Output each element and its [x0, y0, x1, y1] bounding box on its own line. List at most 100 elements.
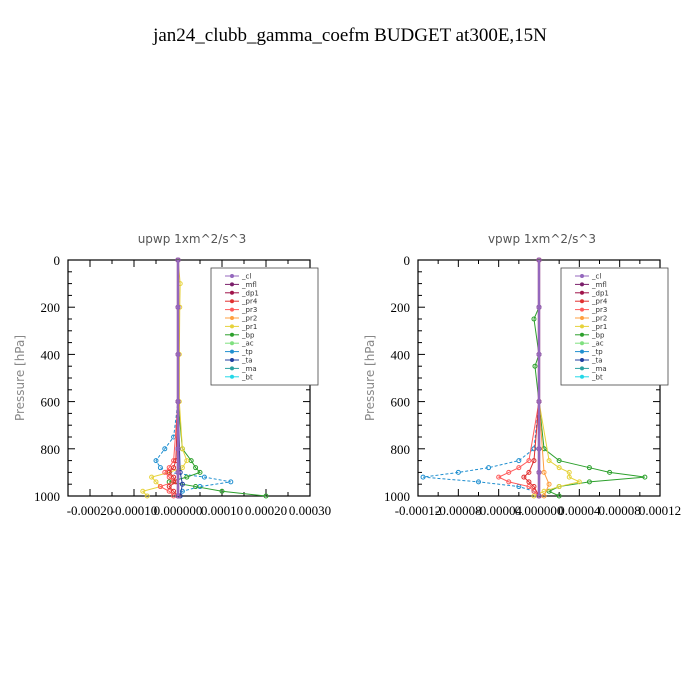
- series-marker: [556, 493, 562, 499]
- series-marker: [219, 488, 225, 494]
- series-marker: [149, 474, 155, 480]
- series-marker: [193, 465, 199, 471]
- series-marker: [496, 474, 502, 480]
- y-tick-label: 1000: [34, 489, 60, 504]
- legend-swatch-marker: [230, 316, 234, 320]
- series-marker: [175, 351, 181, 357]
- series-marker: [607, 469, 613, 475]
- legend-swatch-marker: [230, 274, 234, 278]
- legend-swatch-marker: [580, 374, 584, 379]
- legend-swatch-marker: [580, 366, 584, 371]
- legend-entry-label: _ma: [241, 365, 257, 373]
- x-tick-label: 0.000000: [515, 503, 564, 518]
- series-marker: [532, 363, 538, 369]
- panel-title-upwp: upwp 1xm^2/s^3: [138, 232, 247, 246]
- series-line: [141, 259, 188, 497]
- legend-swatch-marker: [230, 366, 234, 371]
- legend-entry-label: _dp1: [591, 289, 609, 297]
- series-marker: [153, 479, 159, 485]
- series-marker: [526, 469, 532, 475]
- series-marker: [586, 479, 592, 485]
- series-marker: [536, 304, 542, 310]
- series-line: [533, 260, 645, 497]
- legend-entry-label: _mfl: [591, 281, 607, 289]
- x-tick-label: -0.00010: [111, 503, 158, 518]
- y-tick-label: 600: [391, 395, 411, 410]
- series-marker: [536, 257, 542, 263]
- legend-swatch-marker: [580, 358, 584, 362]
- series-marker: [175, 399, 181, 405]
- y-tick-label: 200: [41, 300, 61, 315]
- series-marker: [455, 469, 461, 475]
- series-marker: [175, 304, 181, 310]
- legend-swatch-marker: [230, 282, 234, 287]
- series-marker: [184, 474, 190, 480]
- series-marker: [140, 488, 146, 494]
- x-tick-label: -0.00020: [67, 503, 114, 518]
- legend-swatch-marker: [580, 316, 584, 320]
- panel-title-vpwp: vpwp 1xm^2/s^3: [488, 232, 596, 246]
- series-marker: [157, 484, 163, 490]
- series-marker: [536, 399, 542, 405]
- series-marker: [162, 446, 168, 452]
- y-tick-label: 800: [41, 442, 61, 457]
- series-marker: [531, 446, 537, 452]
- series-marker: [171, 465, 177, 471]
- legend-entry-label: _bt: [241, 373, 253, 381]
- legend-entry-label: _ta: [241, 357, 253, 365]
- x-tick-label: 0.00008: [599, 503, 641, 518]
- series-marker: [541, 493, 547, 499]
- legend-swatch-marker: [230, 324, 234, 329]
- series-marker: [516, 465, 522, 471]
- legend-swatch-marker: [230, 299, 234, 304]
- legend-entry-label: _pr1: [241, 323, 257, 331]
- series-marker: [171, 488, 177, 494]
- series-marker: [556, 465, 562, 471]
- x-tick-label: -0.00012: [395, 503, 442, 518]
- series-line: [159, 260, 179, 497]
- legend-entry-label: _mfl: [241, 281, 257, 289]
- y-tick-label: 800: [391, 442, 411, 457]
- legend-swatch-marker: [580, 349, 584, 354]
- y-axis-label-upwp: Pressure [hPa]: [13, 335, 27, 421]
- series-marker: [476, 479, 481, 485]
- legend-swatch-marker: [580, 341, 584, 346]
- series-marker: [175, 493, 181, 499]
- series-marker: [541, 469, 547, 475]
- legend-entry-label: _tp: [241, 348, 253, 356]
- series-marker: [166, 469, 172, 475]
- legend-entry-label: _ac: [591, 340, 604, 348]
- series-marker: [179, 488, 185, 494]
- y-tick-label: 200: [391, 300, 411, 315]
- legend-entry-label: _pr3: [591, 306, 607, 314]
- legend-entry-label: _bp: [591, 331, 605, 339]
- vpwp-panel: vpwp 1xm^2/s^3 Pressure [hPa] 0 200 400 600…: [363, 232, 681, 518]
- legend-entry-label: _pr4: [591, 298, 608, 306]
- y-tick-label: 400: [391, 347, 411, 362]
- series-marker: [642, 474, 648, 480]
- series-marker: [197, 469, 203, 475]
- legend-swatch-marker: [580, 324, 584, 329]
- legend-entry-label: _ta: [591, 357, 603, 365]
- series-marker: [566, 474, 572, 480]
- series-marker: [171, 474, 177, 480]
- series-marker: [566, 469, 572, 475]
- y-tick-label: 1000: [384, 489, 410, 504]
- series-marker: [506, 469, 512, 475]
- series-marker: [536, 351, 542, 357]
- vpwp-plot-area: 0 200 400 600 800 1000-0.00012-0.00008-0.0000…: [384, 253, 681, 518]
- upwp-legend: _cl_mfl_dp1_pr4_pr3_pr2_pr1_bp_ac_tp_ta_…: [210, 267, 319, 386]
- series-pr3: [496, 257, 542, 499]
- x-tick-label: 0.00012: [639, 503, 681, 518]
- series-marker: [536, 469, 542, 475]
- legend-swatch-marker: [230, 332, 234, 337]
- y-tick-label: 600: [41, 395, 61, 410]
- series-marker: [263, 493, 269, 499]
- x-tick-label: -0.00004: [475, 503, 522, 518]
- series-marker: [506, 479, 512, 485]
- series-marker: [576, 479, 582, 485]
- x-tick-label: 0.00030: [289, 503, 331, 518]
- series-marker: [531, 316, 537, 322]
- legend-entry-label: _tp: [591, 348, 603, 356]
